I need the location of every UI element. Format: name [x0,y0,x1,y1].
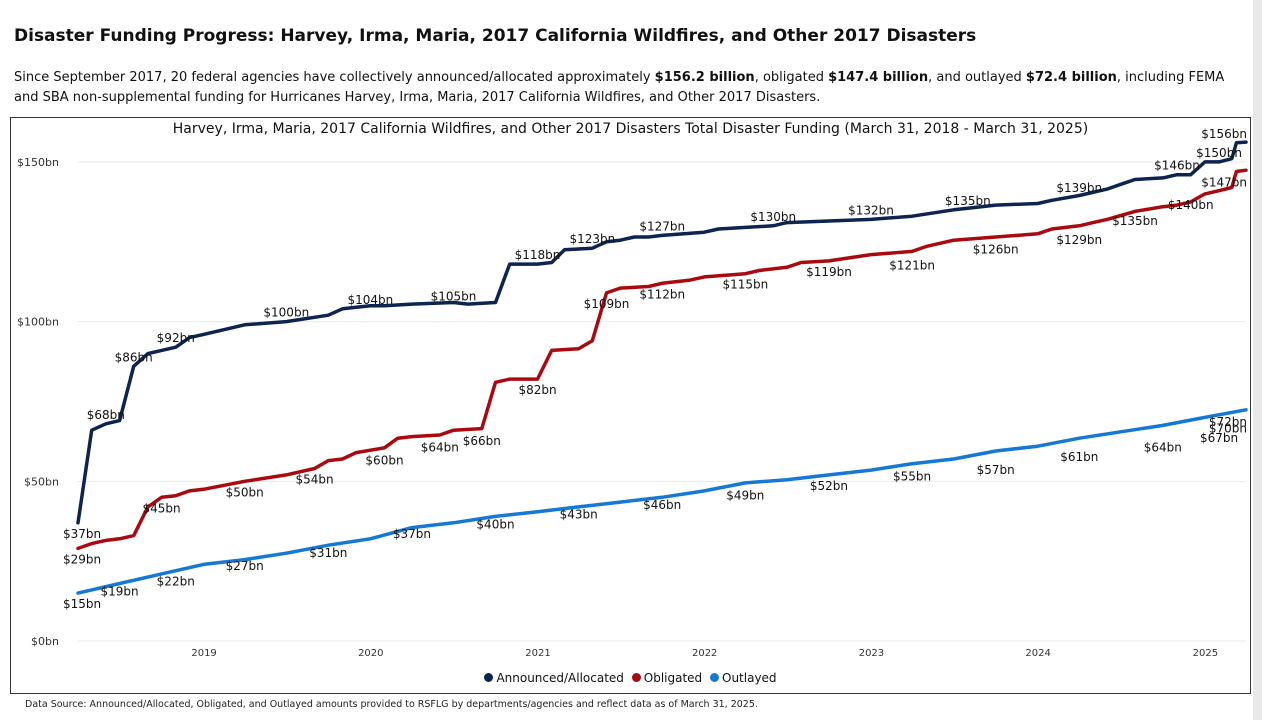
data-label: $67bn [1200,431,1238,445]
y-tick-label: $50bn [24,475,59,488]
announced-total: $156.2 billion [654,70,755,85]
data-label: $123bn [569,232,615,246]
legend-item-obligated[interactable]: Obligated [631,671,703,685]
legend-marker-obligated [631,673,641,682]
data-label: $156bn [1201,127,1247,141]
data-label: $49bn [726,489,764,503]
obligated-total: $147.4 billion [828,70,929,85]
x-tick-label: 2024 [1025,648,1050,659]
data-label: $60bn [365,453,403,467]
data-label: $61bn [1060,450,1098,464]
chart-title: Harvey, Irma, Maria, 2017 California Wil… [172,121,1089,137]
data-label: $40bn [476,517,514,531]
outlayed-total: $72.4 billion [1025,70,1117,85]
summary-text-3: , and outlayed [928,70,1026,85]
data-label: $43bn [560,508,598,522]
data-label: $105bn [431,290,477,304]
legend-label-obligated: Obligated [643,671,703,685]
data-label: $135bn [1112,214,1158,228]
data-label: $55bn [893,469,931,483]
data-label: $127bn [639,219,685,233]
data-label: $46bn [643,498,681,512]
summary-text-2: , obligated [754,70,829,85]
data-label: $37bn [393,527,431,541]
data-label: $29bn [63,552,101,566]
data-label: $119bn [806,265,852,279]
x-tick-label: 2019 [191,648,216,659]
data-label: $92bn [157,331,195,345]
data-label: $112bn [639,287,685,301]
data-label: $66bn [463,434,501,448]
summary-text-4: , including FEMA and SBA non-supplementa… [14,70,1225,105]
data-label: $104bn [347,293,393,307]
data-label: $121bn [889,259,935,273]
data-label: $147bn [1201,176,1247,190]
summary-paragraph: Since September 2017, 20 federal agencie… [14,68,1250,108]
data-label: $57bn [977,463,1015,477]
data-label: $52bn [810,479,848,493]
data-label: $140bn [1168,198,1214,212]
data-label: $100bn [263,306,309,320]
legend-marker-outlayed [710,673,719,682]
series-line-announced-allocated [76,140,1248,525]
x-tick-label: 2020 [358,648,383,659]
page-scrollbar-track [1253,0,1262,720]
series-line-outlayed [76,408,1248,595]
summary-text-1: Since September 2017, 20 federal agencie… [14,70,655,85]
data-label: $19bn [100,584,138,598]
data-label: $37bn [63,527,101,541]
data-label: $132bn [848,203,894,217]
legend-label-outlayed: Outlayed [722,671,777,685]
x-tick-label: 2021 [525,648,550,659]
data-label: $146bn [1154,159,1200,173]
page-title: Disaster Funding Progress: Harvey, Irma,… [14,26,977,46]
data-label: $150bn [1196,146,1242,160]
data-label: $86bn [115,350,153,364]
data-label: $135bn [945,194,991,208]
data-label: $139bn [1056,181,1102,195]
data-label: $31bn [309,546,347,560]
y-tick-label: $150bn [17,156,59,169]
legend-marker-announced [484,673,494,682]
legend-item-announced[interactable]: Announced/Allocated [484,671,624,685]
data-label: $15bn [63,597,101,611]
series-line-obligated [76,168,1248,551]
data-label: $118bn [515,248,561,262]
chart-container: Harvey, Irma, Maria, 2017 California Wil… [10,117,1251,694]
data-label: $129bn [1056,233,1102,247]
data-label: $27bn [226,559,264,573]
y-tick-label: $0bn [31,635,59,648]
data-label: $115bn [722,278,768,292]
data-label: $45bn [143,501,181,515]
data-label: $70bn [1209,421,1247,435]
data-source-note: Data Source: Announced/Allocated, Obliga… [25,699,758,710]
x-tick-label: 2023 [859,648,884,659]
data-label: $68bn [87,408,125,422]
data-label: $126bn [973,243,1019,257]
x-tick-label: 2022 [692,648,717,659]
data-label: $72bn [1209,415,1247,429]
data-label: $109bn [584,297,630,311]
data-label: $130bn [750,210,796,224]
legend-item-outlayed[interactable]: Outlayed [710,671,777,685]
data-label: $64bn [421,441,459,455]
data-label: $22bn [157,575,195,589]
data-label: $54bn [296,473,334,487]
data-label: $82bn [518,383,556,397]
data-label: $64bn [1144,441,1182,455]
funding-line-chart: $0bn $50bn $100bn $150bn 2019 2020 2021 2022 202… [17,127,1248,659]
data-label: $50bn [226,485,264,499]
chart-legend: Announced/Allocated Obligated Outlayed [11,671,1250,685]
y-tick-label: $100bn [17,316,59,329]
legend-label-announced: Announced/Allocated [496,671,624,685]
x-tick-label: 2025 [1193,648,1218,659]
